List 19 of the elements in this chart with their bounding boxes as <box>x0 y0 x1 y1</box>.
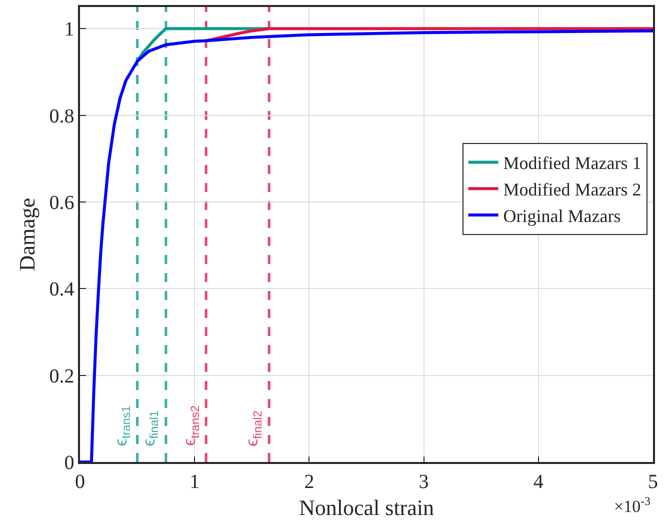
legend-label: Modified Mazars 2 <box>503 180 642 200</box>
legend-label: Original Mazars <box>503 206 621 226</box>
x-tick-label: 1 <box>190 470 200 493</box>
x-tick-label: 5 <box>648 470 658 493</box>
y-axis-title: Damage <box>14 198 40 272</box>
x-tick-label: 4 <box>533 470 544 493</box>
x-axis-title: Nonlocal strain <box>298 495 434 520</box>
y-tick-label: 1 <box>64 18 74 41</box>
y-tick-label: 0 <box>64 452 74 474</box>
line-series <box>80 29 653 462</box>
legend-label: Modified Mazars 1 <box>503 153 642 174</box>
y-tick-label: 0.6 <box>49 192 74 214</box>
line-series <box>204 27 653 42</box>
y-tick-label: 0.2 <box>49 365 74 388</box>
y-tick-label: 0.8 <box>49 105 74 128</box>
text: ×10$^{-3}$ <box>614 494 651 516</box>
x-tick-label: 3 <box>418 470 429 493</box>
y-tick-label: 0.4 <box>49 278 74 301</box>
x-tick-label: 2 <box>304 470 314 493</box>
